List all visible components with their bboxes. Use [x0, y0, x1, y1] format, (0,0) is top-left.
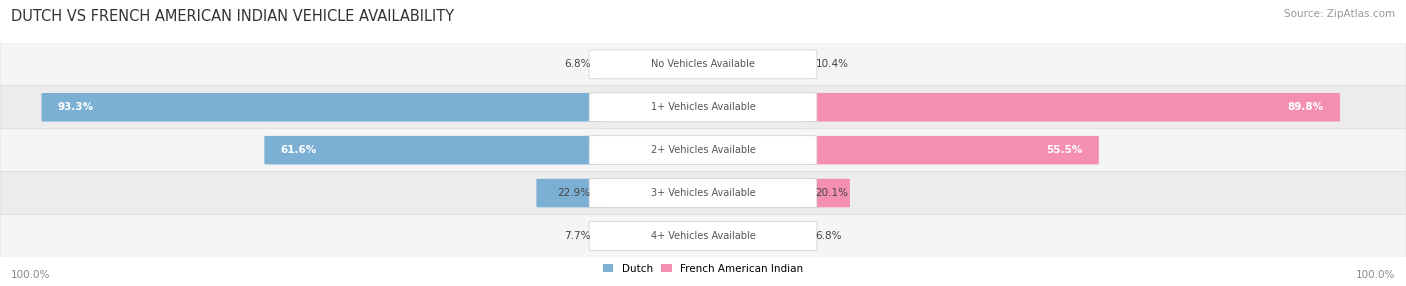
- FancyBboxPatch shape: [803, 136, 1099, 164]
- FancyBboxPatch shape: [264, 136, 603, 164]
- FancyBboxPatch shape: [589, 50, 817, 79]
- Text: 4+ Vehicles Available: 4+ Vehicles Available: [651, 231, 755, 241]
- Text: Source: ZipAtlas.com: Source: ZipAtlas.com: [1284, 9, 1395, 19]
- FancyBboxPatch shape: [589, 93, 817, 122]
- FancyBboxPatch shape: [42, 93, 603, 122]
- Text: No Vehicles Available: No Vehicles Available: [651, 59, 755, 69]
- Text: 6.8%: 6.8%: [815, 231, 842, 241]
- FancyBboxPatch shape: [537, 179, 603, 207]
- FancyBboxPatch shape: [803, 179, 849, 207]
- Text: 7.7%: 7.7%: [564, 231, 591, 241]
- Text: 100.0%: 100.0%: [11, 270, 51, 280]
- FancyBboxPatch shape: [0, 214, 1406, 257]
- Text: 100.0%: 100.0%: [1355, 270, 1395, 280]
- Text: 10.4%: 10.4%: [815, 59, 848, 69]
- Text: 55.5%: 55.5%: [1046, 145, 1083, 155]
- FancyBboxPatch shape: [0, 43, 1406, 86]
- FancyBboxPatch shape: [0, 86, 1406, 129]
- Text: 22.9%: 22.9%: [557, 188, 591, 198]
- FancyBboxPatch shape: [589, 221, 817, 251]
- FancyBboxPatch shape: [589, 136, 817, 165]
- Text: 6.8%: 6.8%: [564, 59, 591, 69]
- Text: DUTCH VS FRENCH AMERICAN INDIAN VEHICLE AVAILABILITY: DUTCH VS FRENCH AMERICAN INDIAN VEHICLE …: [11, 9, 454, 23]
- Text: 20.1%: 20.1%: [815, 188, 848, 198]
- Text: 1+ Vehicles Available: 1+ Vehicles Available: [651, 102, 755, 112]
- FancyBboxPatch shape: [0, 172, 1406, 214]
- Text: 93.3%: 93.3%: [58, 102, 94, 112]
- Text: 89.8%: 89.8%: [1288, 102, 1324, 112]
- FancyBboxPatch shape: [0, 129, 1406, 172]
- Text: 3+ Vehicles Available: 3+ Vehicles Available: [651, 188, 755, 198]
- Text: 61.6%: 61.6%: [281, 145, 316, 155]
- FancyBboxPatch shape: [803, 93, 1340, 122]
- Text: 2+ Vehicles Available: 2+ Vehicles Available: [651, 145, 755, 155]
- FancyBboxPatch shape: [589, 178, 817, 208]
- Legend: Dutch, French American Indian: Dutch, French American Indian: [599, 260, 807, 278]
